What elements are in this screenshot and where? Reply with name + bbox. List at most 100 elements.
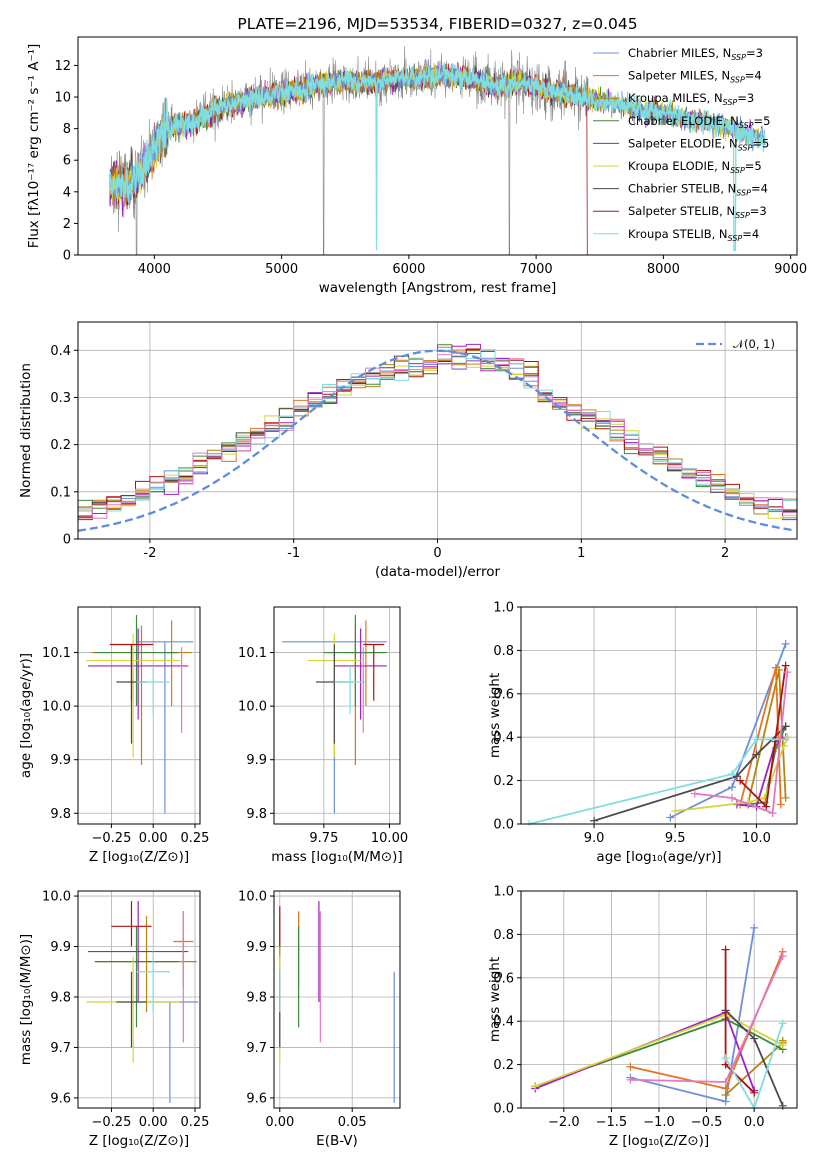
y-tick-label: 0.4 [493,1015,514,1030]
x-tick-label: 9000 [774,262,807,277]
y-tick-label: 10.1 [42,646,71,661]
axes-frame [273,606,401,825]
y-tick-label: 9.8 [246,990,267,1005]
gaussian-curve [78,349,795,532]
age-vs-Z-panel: −0.25 0.00 0.25 9.8 9.9 10.0 10.1 Z [log₁₀(Z/Z⊙… [18,606,210,865]
x-tick-label: 9.75 [309,831,338,846]
series-marker [750,1088,759,1097]
x-tick-label: -1 [287,546,300,561]
histogram-step-9 [78,354,797,527]
x-tick-label: 0.00 [139,1115,168,1130]
y-tick-label: 8 [63,122,71,137]
y-tick-label: 6 [63,154,71,169]
y-tick-label: 1.0 [493,601,514,616]
y-tick-label: 9.7 [246,1041,267,1056]
x-axis-label: (data-model)/error [375,564,501,580]
series-marker [531,1082,540,1091]
y-tick-label: 0.2 [493,1058,514,1073]
series-marker [752,735,761,744]
y-tick-label: 10.0 [238,890,267,905]
y-axis-label: Normed distribution [18,363,34,498]
x-tick-label: −0.5 [691,1115,723,1130]
series-marker [778,1019,787,1028]
y-tick-label: 9.7 [50,1041,71,1056]
x-tick-label: −0.25 [92,831,132,846]
y-tick-label: 9.8 [246,807,267,822]
series-marker [721,1077,730,1086]
spectrum-plot-area [109,46,766,255]
y-tick-label: 9.8 [50,807,71,822]
mass-vs-EBV-panel: 0.00 0.05 9.6 9.7 9.8 9.9 10.0 E(B-V) [238,890,401,1149]
y-axis-label: Flux [fλ10⁻¹⁷ erg cm⁻² s⁻¹ A⁻¹] [26,44,42,249]
y-tick-label: 9.8 [50,990,71,1005]
x-tick-label: 9.0 [584,831,605,846]
legend-entry: Chabrier ELODIE, NSSP=5 [628,114,770,130]
x-tick-label: 4000 [138,262,171,277]
series-marker [768,809,777,818]
series-marker [781,735,790,744]
x-tick-label: 0.25 [181,831,210,846]
x-tick-label: 10.0 [742,831,771,846]
spectrum-panel: 4000 5000 6000 7000 8000 9000 0 2 4 6 8 10 12 wavelen… [26,15,807,296]
series-marker [778,1041,787,1050]
series-marker [781,639,790,648]
legend-entry: Chabrier MILES, NSSP=3 [628,46,763,62]
y-tick-label: 10.0 [42,890,71,905]
series-marker [721,1054,730,1063]
y-tick-label: 0.1 [50,485,71,500]
axes-frame [273,890,401,1109]
x-tick-label: 10.00 [371,831,408,846]
y-tick-label: 10.0 [42,700,71,715]
errorbar-area [86,615,194,814]
y-tick-label: 0.8 [493,928,514,943]
series-line-4 [534,1011,756,1091]
x-tick-label: 7000 [520,262,553,277]
series-line-8 [528,738,786,825]
spectrum-title: PLATE=2196, MJD=53534, FIBERID=0327, z=0… [237,15,637,33]
series-marker [781,722,790,731]
x-tick-label: 5000 [265,262,298,277]
y-tick-label: 9.6 [246,1091,267,1106]
legend-entry: Chabrier STELIB, NSSP=4 [628,182,768,198]
x-axis-label: mass [log₁₀(M/M⊙)] [271,849,402,865]
y-axis-label: mass [log₁₀(M/M⊙)] [18,934,34,1065]
series-marker [750,923,759,932]
y-tick-label: 1.0 [493,885,514,900]
series-marker [721,945,730,954]
series-marker [626,1062,635,1071]
series-marker [728,793,737,802]
series-marker [728,783,737,792]
series-marker [775,665,784,674]
x-tick-label: 0.00 [139,831,168,846]
x-tick-label: 2 [721,546,729,561]
x-axis-label: E(B-V) [316,1133,358,1149]
weight-vs-Z-panel: −2.0 −1.5 −1.0 −0.5 0.0 0.0 0.2 0.4 0.6 0.8 1.0 Z [… [487,885,798,1149]
x-axis-label: wavelength [Angstrom, rest frame] [319,280,557,296]
series-line-9 [694,672,789,815]
series-area [531,923,787,1110]
histogram-area [78,343,797,532]
errorbar-area [281,615,387,814]
y-axis-label: mass weight [487,957,503,1042]
y-tick-label: 2 [63,217,71,232]
series-marker [750,1034,759,1043]
series-marker [690,789,699,798]
age-vs-mass-panel: 9.75 10.00 9.8 9.9 10.0 10.1 mass [log₁₀(M/M⊙)… [238,606,408,865]
y-axis-label: mass weight [487,673,503,758]
series-marker [732,772,741,781]
mass-vs-Z-panel: −0.25 0.00 0.25 9.6 9.7 9.8 9.9 10.0 Z [log₁₀(Z/… [18,890,209,1149]
legend-entry: Salpeter MILES, NSSP=4 [628,69,762,85]
y-tick-label: 0.2 [493,774,514,789]
y-tick-label: 9.6 [50,1091,71,1106]
series-marker [776,800,785,809]
y-tick-label: 0.8 [493,644,514,659]
y-tick-label: 9.9 [50,753,71,768]
series-marker [626,1075,635,1084]
errorbar-area [86,901,199,1103]
x-axis-label: Z [log₁₀(Z/Z⊙)] [89,849,189,865]
x-tick-label: −0.25 [92,1115,132,1130]
axes-frame [77,36,798,256]
series-area [525,639,792,826]
series-marker [781,793,790,802]
